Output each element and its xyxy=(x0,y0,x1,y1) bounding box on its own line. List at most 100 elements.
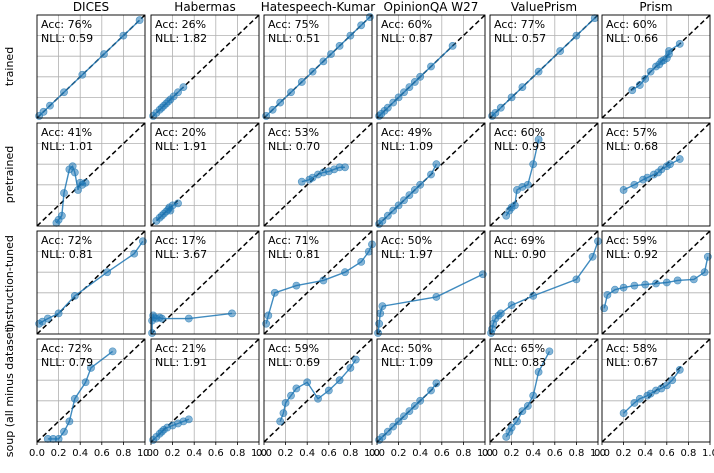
panel-3-3-point-3 xyxy=(389,422,398,431)
panel-0-0-point-2 xyxy=(46,101,54,110)
panel-0-4-point-5 xyxy=(534,67,543,76)
panel-1-0-nll-label: NLL: 1.01 xyxy=(41,140,93,153)
panel-3-2-point-9 xyxy=(346,363,355,372)
panel-3-1-xtick-label-4: 0.8 xyxy=(229,448,245,459)
panel-3-0-xtick-label-3: 0.6 xyxy=(94,448,110,459)
panel-3-2-frame xyxy=(263,338,373,443)
column-title-4: ValuePrism xyxy=(511,0,577,14)
panel-3-5-xtick-label-1: 0.2 xyxy=(616,448,632,459)
panel-3-4-xtick-label-2: 0.4 xyxy=(525,448,541,459)
row-label-1: pretrained xyxy=(3,146,16,203)
panel-3-2-point-7 xyxy=(324,386,333,395)
panel-2-0-diagonal xyxy=(36,230,146,335)
panel-3-4-point-6 xyxy=(529,391,538,400)
panel-0-4-point-4 xyxy=(518,83,527,91)
panel-3-3-xtick-label-1: 0.2 xyxy=(391,448,407,459)
panel-2-2-point-5 xyxy=(341,268,349,277)
panel-1-4-acc-label: Acc: 60% xyxy=(494,126,545,139)
panel-1-2-frame xyxy=(263,122,373,227)
panel-0-3-point-3 xyxy=(383,103,392,112)
panel-3-3-xtick-label-0: 0.0 xyxy=(369,448,385,459)
panel-1-2-point-8 xyxy=(341,163,349,172)
panel-3-5-point-1 xyxy=(630,398,639,407)
panel-3-0-frame xyxy=(36,338,146,443)
panel-3-3-frame xyxy=(376,338,486,443)
panel-0-5-frame xyxy=(601,14,711,119)
panel-2-0-point-2 xyxy=(43,314,52,323)
panel-3-0-point-2 xyxy=(54,435,63,443)
panel-3-4-xtick-label-0: 0.0 xyxy=(482,448,498,459)
panel-3-1-acc-label: Acc: 21% xyxy=(155,342,206,355)
panel-3-0-xtick-label-4: 0.8 xyxy=(115,448,131,459)
panel-2-1-nll-label: NLL: 3.67 xyxy=(155,248,207,261)
panel-2-1-acc-label: Acc: 17% xyxy=(155,234,206,247)
panel-3-5-xtick-label-4: 0.8 xyxy=(680,448,696,459)
panel-3-3-point-4 xyxy=(394,417,403,426)
panel-0-2-point-6 xyxy=(319,57,328,66)
panel-1-3-point-9 xyxy=(427,170,435,179)
panel-0-5-nll-label: NLL: 0.66 xyxy=(606,32,658,45)
panel-2-0-point-3 xyxy=(54,309,63,318)
panel-3-1-xtick-label-0: 0.0 xyxy=(143,448,159,459)
panel-2-1-diagonal xyxy=(150,230,260,335)
panel-3-0-point-5 xyxy=(70,394,79,403)
panel-2-5-point-1 xyxy=(603,290,612,299)
panel-0-4-nll-label: NLL: 0.57 xyxy=(494,32,546,45)
panel-3-0-point-4 xyxy=(65,417,74,426)
panel-3-0-xtick-label-1: 0.2 xyxy=(51,448,67,459)
panel-0-1-acc-label: Acc: 26% xyxy=(155,18,206,31)
panel-2-0-frame xyxy=(36,230,146,335)
row-label-3: soup (all minus dataset) xyxy=(3,324,16,457)
panel-0-0-acc-label: Acc: 76% xyxy=(41,18,92,31)
panel-2-5-point-6 xyxy=(652,279,660,288)
panel-2-1-point-6 xyxy=(157,314,166,323)
panel-0-2-point-4 xyxy=(297,78,306,86)
panel-3-3-point-6 xyxy=(405,407,414,415)
panel-1-1-frame xyxy=(150,122,260,227)
panel-3-2-point-6 xyxy=(314,394,322,403)
panel-3-4-xtick-label-4: 0.8 xyxy=(568,448,584,459)
panel-2-3-diagonal xyxy=(376,230,486,335)
panel-2-1-point-7 xyxy=(184,314,193,323)
panel-0-2-point-1 xyxy=(268,105,277,114)
panel-2-5-frame xyxy=(601,230,711,335)
panel-3-0-xtick-label-0: 0.0 xyxy=(29,448,45,459)
panel-3-1-point-9 xyxy=(184,415,193,424)
panel-0-0-point-5 xyxy=(100,50,108,59)
panel-3-5-point-9 xyxy=(675,365,684,374)
panel-3-1-xtick-label-3: 0.6 xyxy=(208,448,224,459)
panel-3-4-point-3 xyxy=(513,417,521,426)
panel-2-5-point-10 xyxy=(700,268,709,277)
panel-2-2-point-3 xyxy=(292,281,301,290)
panel-0-0-point-3 xyxy=(60,88,68,97)
panel-2-3-point-0 xyxy=(374,329,382,337)
panel-3-0-point-7 xyxy=(87,363,95,372)
panel-3-5-point-7 xyxy=(662,381,671,390)
panel-0-5-point-3 xyxy=(646,67,655,76)
panel-3-0-point-6 xyxy=(81,378,90,387)
panel-1-5-point-3 xyxy=(643,173,652,182)
panel-0-2-point-5 xyxy=(308,67,317,76)
panel-0-3-frame xyxy=(376,14,486,119)
panel-1-3-point-1 xyxy=(378,216,387,225)
panel-3-0-point-3 xyxy=(60,427,68,436)
panel-0-2-acc-label: Acc: 75% xyxy=(268,18,319,31)
panel-3-0-xtick-label-5: 1.0 xyxy=(137,448,153,459)
panel-2-0-point-6 xyxy=(130,249,139,258)
panel-0-3-acc-label: Acc: 60% xyxy=(381,18,432,31)
panel-3-0-nll-label: NLL: 0.79 xyxy=(41,356,93,369)
panel-1-1-acc-label: Acc: 20% xyxy=(155,126,206,139)
panel-0-5-acc-label: Acc: 60% xyxy=(606,18,657,31)
panel-3-4-acc-label: Acc: 65% xyxy=(494,342,545,355)
panel-3-4-nll-label: NLL: 0.83 xyxy=(494,356,546,369)
panel-1-0-point-7 xyxy=(74,186,82,194)
panel-3-4-xtick-label-3: 0.6 xyxy=(547,448,563,459)
panel-3-4-xtick-label-5: 1.0 xyxy=(590,448,606,459)
panel-2-4-diagonal xyxy=(489,230,599,335)
panel-1-0-point-6 xyxy=(70,168,79,177)
panel-3-2-xtick-label-2: 0.4 xyxy=(299,448,315,459)
panel-1-0-frame xyxy=(36,122,146,227)
panel-2-3-frame xyxy=(376,230,486,335)
panel-3-3-point-1 xyxy=(378,432,387,441)
panel-0-4-point-1 xyxy=(491,108,500,117)
